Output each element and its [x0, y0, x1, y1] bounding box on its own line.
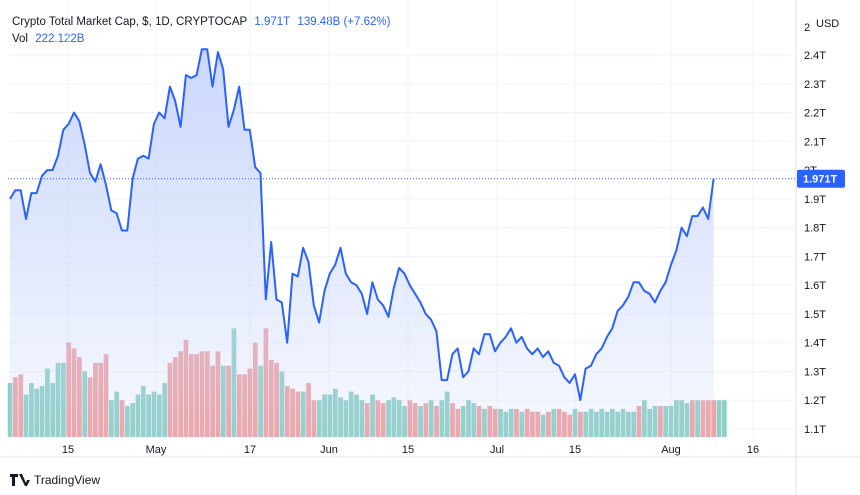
- time-tick-label: 17: [244, 444, 256, 456]
- time-tick-label: Aug: [661, 444, 681, 456]
- change-value: 139.48B (+7.62%): [297, 16, 391, 28]
- price-tick-label: 1.9T: [804, 194, 826, 206]
- price-tick-label: 2.3T: [804, 79, 826, 91]
- time-tick-label: 15: [62, 444, 74, 456]
- time-tick-label: May: [146, 444, 167, 456]
- price-tick-label: 2.4T: [804, 50, 826, 62]
- volume-value: 222.122B: [35, 33, 85, 45]
- time-tick-label: Jul: [490, 444, 504, 456]
- price-tick-label: 1.5T: [804, 309, 826, 321]
- price-tick-label: 1.1T: [804, 424, 826, 436]
- time-tick-label: 15: [402, 444, 414, 456]
- current-price-marker: 1.971T: [797, 169, 845, 188]
- time-tick-label: Jun: [320, 444, 338, 456]
- tradingview-logo[interactable]: TradingView: [10, 473, 100, 487]
- price-tick-label: 1.7T: [804, 251, 826, 263]
- price-area: [8, 48, 796, 437]
- volume-label[interactable]: Vol: [12, 33, 28, 45]
- symbol-title[interactable]: Crypto Total Market Cap, $, 1D, CRYPTOCA…: [12, 16, 248, 28]
- price-axis[interactable]: USD22.4T2.3T2.2T2.1T2T1.9T1.8T1.7T1.6T1.…: [804, 18, 839, 436]
- price-tick-label: 1.8T: [804, 223, 826, 235]
- last-value: 1.971T: [254, 16, 291, 28]
- current-price-badge: [797, 169, 845, 188]
- currency-label: USD: [816, 18, 839, 30]
- price-tick-label: 2: [804, 22, 810, 34]
- time-axis[interactable]: 15 May 17 Jun 15 Jul 15 Aug 16: [62, 444, 759, 456]
- volume-legend: Vol 222.122B: [12, 33, 88, 45]
- tradingview-icon: [10, 474, 30, 486]
- volume-bar: [721, 400, 727, 437]
- time-tick-label: 15: [569, 444, 581, 456]
- brand-name: TradingView: [34, 473, 101, 487]
- time-tick-label: 16: [747, 444, 759, 456]
- price-tick-label: 2.2T: [804, 108, 826, 120]
- volume-bar: [711, 400, 717, 437]
- price-tick-label: 1.6T: [804, 280, 826, 292]
- volume-bar: [716, 400, 722, 437]
- area-fill: [10, 49, 714, 437]
- price-tick-label: 1.4T: [804, 338, 826, 350]
- price-tick-label: 2.1T: [804, 136, 826, 148]
- price-tick-label: 1.2T: [804, 395, 826, 407]
- chart-legend: Crypto Total Market Cap, $, 1D, CRYPTOCA…: [12, 16, 394, 28]
- price-tick-label: 1.3T: [804, 366, 826, 378]
- current-price-label: 1.971T: [803, 174, 838, 186]
